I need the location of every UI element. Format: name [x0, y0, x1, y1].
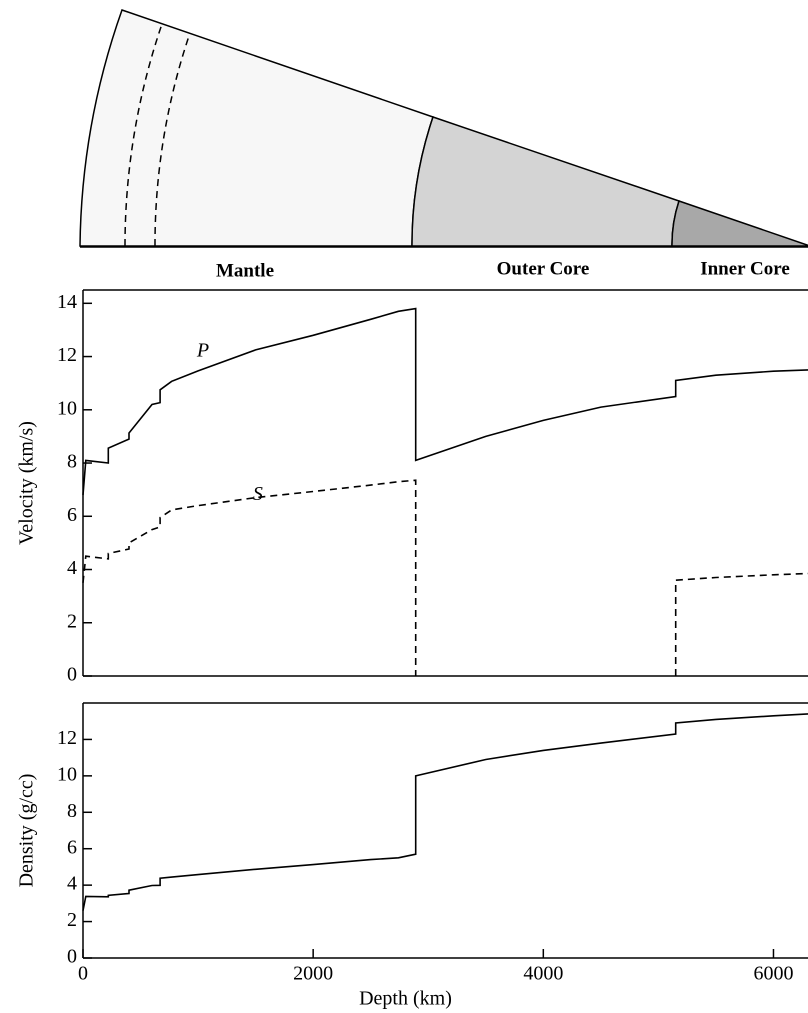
- y-tick-label: 10: [57, 763, 77, 785]
- y-tick-label: 6: [67, 836, 77, 858]
- y-axis-label: Velocity (km/s): [16, 421, 38, 545]
- region-label: Inner Core: [700, 258, 790, 279]
- inner-core: [672, 201, 808, 246]
- y-tick-label: 6: [67, 504, 77, 526]
- x-tick-label: 4000: [523, 963, 563, 985]
- figure: Mantle Outer Core Inner Core 0 2 4 6 8 10 12 14…: [0, 0, 808, 1013]
- region-label: Outer Core: [497, 258, 590, 279]
- series-label: S: [253, 483, 263, 505]
- y-tick-label: 0: [67, 664, 77, 686]
- y-tick-label: 14: [57, 291, 77, 313]
- data-line: [83, 714, 808, 911]
- y-tick-label: 2: [67, 909, 77, 931]
- x-tick-label: 0: [78, 963, 88, 985]
- y-tick-label: 12: [57, 727, 77, 749]
- y-axis-label: Density (g/cc): [16, 774, 38, 888]
- mantle: [80, 10, 433, 246]
- x-tick-label: 2000: [293, 963, 333, 985]
- outer-core: [412, 117, 679, 246]
- y-tick-label: 0: [67, 946, 77, 968]
- y-tick-label: 8: [67, 451, 77, 473]
- data-line: [676, 574, 808, 677]
- y-tick-label: 12: [57, 344, 77, 366]
- region-label: Mantle: [216, 260, 274, 281]
- series-label: P: [196, 339, 209, 361]
- data-line: [83, 309, 808, 495]
- x-tick-label: 6000: [753, 963, 793, 985]
- data-line: [83, 480, 416, 676]
- y-tick-label: 8: [67, 800, 77, 822]
- y-tick-label: 4: [67, 873, 77, 895]
- y-tick-label: 4: [67, 557, 77, 579]
- earth-wedge: Mantle Outer Core Inner Core: [80, 10, 808, 281]
- y-tick-label: 10: [57, 397, 77, 419]
- x-axis-label: Depth (km): [359, 988, 452, 1010]
- y-tick-label: 2: [67, 610, 77, 632]
